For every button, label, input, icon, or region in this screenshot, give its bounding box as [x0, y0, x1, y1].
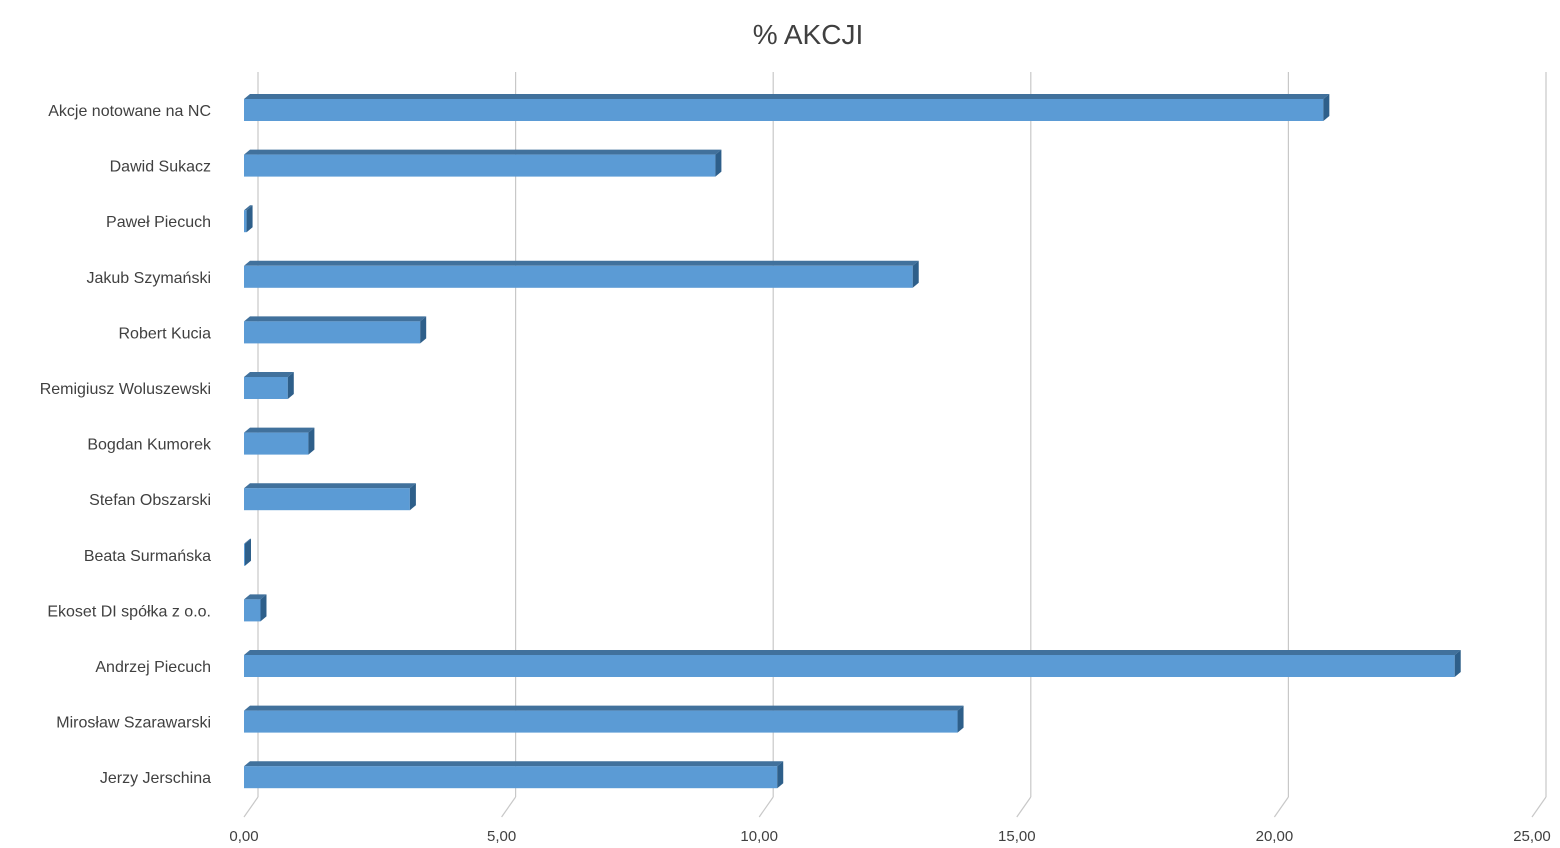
bar-top [244, 427, 315, 433]
bar-top [244, 149, 722, 155]
category-label: Andrzej Piecuch [95, 659, 211, 676]
bar [244, 265, 913, 288]
bar-side [245, 538, 251, 566]
bar-top [244, 650, 1461, 655]
bar-side [1323, 94, 1330, 121]
gridline-floor [1531, 796, 1547, 818]
category-label: Remigiusz Woluszewski [40, 381, 211, 398]
gridline-floor [243, 796, 259, 818]
bar [244, 99, 1324, 121]
bar-top [244, 94, 1330, 99]
bar [244, 377, 288, 399]
gridline-floor [501, 796, 517, 818]
category-label: Stefan Obszarski [89, 492, 211, 509]
bar [244, 766, 778, 789]
bar-side [308, 427, 315, 455]
bar-side [246, 205, 253, 233]
x-tick-label: 20,00 [1256, 828, 1294, 845]
x-tick-label: 25,00 [1513, 828, 1551, 845]
bar-side [409, 483, 416, 511]
category-label: Dawid Sukacz [110, 159, 211, 176]
bar [244, 599, 261, 622]
bar-side [777, 761, 784, 789]
bar-top [244, 316, 427, 322]
bar [244, 321, 421, 344]
x-tick-label: 0,00 [229, 828, 258, 845]
bar-top [244, 483, 416, 489]
x-axis-tick-labels: 0,00 5,00 10,00 15,00 20,00 25,00 [229, 828, 1550, 845]
category-label: Mirosław Szarawarski [56, 715, 211, 732]
bar-side [420, 316, 427, 344]
gridlines [243, 72, 1547, 818]
category-label: Jerzy Jerschina [100, 770, 211, 787]
bars [244, 94, 1461, 789]
category-label: Paweł Piecuch [106, 214, 211, 231]
category-label: Beata Surmańska [84, 548, 211, 565]
category-label: Bogdan Kumorek [87, 437, 212, 454]
bar [244, 543, 245, 566]
category-label: Ekoset DI spółka z o.o. [47, 603, 211, 620]
bar-top [244, 372, 294, 377]
bar [244, 210, 247, 233]
bar-top [244, 761, 784, 767]
x-tick-label: 10,00 [740, 828, 778, 845]
gridline-floor [1016, 796, 1032, 818]
gridline-floor [758, 796, 774, 818]
x-tick-label: 15,00 [998, 828, 1036, 845]
bar-side [715, 149, 722, 177]
bar-top [244, 205, 253, 211]
x-tick-label: 5,00 [487, 828, 516, 845]
bar-side [287, 372, 294, 399]
bar [244, 154, 716, 177]
bar-top [244, 705, 964, 711]
chart-title: % AKCJI [753, 19, 863, 50]
category-label: Robert Kucia [119, 325, 212, 342]
bar-top [244, 594, 267, 600]
bar [244, 710, 958, 733]
bar-side [912, 260, 919, 288]
category-label: Akcje notowane na NC [48, 103, 211, 120]
bar-top [244, 538, 251, 544]
bar-top [244, 260, 919, 266]
gridline-floor [1273, 796, 1289, 818]
bar [244, 488, 410, 511]
category-label: Jakub Szymański [87, 270, 212, 287]
bar [244, 655, 1455, 677]
bar-side [957, 705, 964, 733]
bar-side [260, 594, 267, 622]
category-labels: Akcje notowane na NC Dawid Sukacz Paweł Pi… [40, 103, 212, 787]
bar-side [1454, 650, 1461, 677]
bar [244, 432, 309, 455]
